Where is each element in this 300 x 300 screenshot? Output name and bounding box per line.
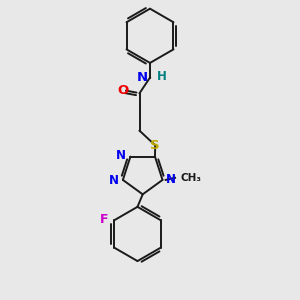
Text: H: H [157,70,167,83]
Text: CH₃: CH₃ [180,173,201,183]
Text: N: N [137,71,148,84]
Text: S: S [150,139,160,152]
Text: F: F [100,213,109,226]
Text: N: N [109,175,119,188]
Text: N: N [116,149,126,162]
Text: O: O [117,83,128,97]
Text: N: N [166,173,176,186]
